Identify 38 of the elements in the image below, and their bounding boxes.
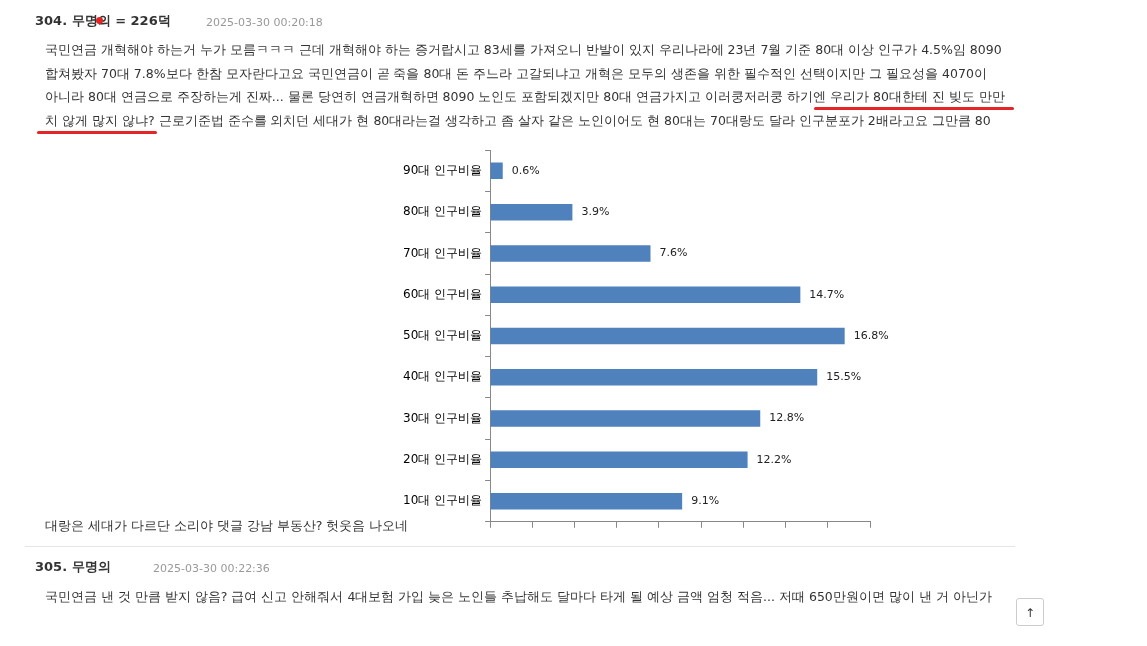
y-tick-label: 60대 인구비율	[402, 286, 483, 301]
bar	[490, 451, 748, 469]
bar	[490, 492, 683, 510]
y-tick-label: 40대 인구비율	[402, 369, 483, 384]
text: ↑	[1016, 598, 1044, 626]
y-tick-label: 70대 인구비율	[402, 245, 483, 260]
text: 2025-03-30 00:20:18	[206, 15, 323, 31]
data-label: 12.8%	[769, 411, 805, 425]
data-label: 14.7%	[809, 287, 845, 301]
text: 합쳐봤자 70대 7.8%보다 한참 모자란다고요 국민연금이 곧 죽을 80대 돈 주느라 고갈되냐고 개혁은 모두의 생존을 위한 필수적인 선택이지만 그 필요성을 4070이	[45, 65, 987, 83]
bar	[490, 203, 573, 221]
y-tick-label: 90대 인구비율	[402, 162, 483, 177]
data-label: 0.6%	[511, 163, 540, 177]
y-tick-label: 50대 인구비율	[402, 328, 483, 343]
text: 대랑은 세대가 다르단 소리야 댓글 강남 부동산? 헛웃음 나오네	[45, 517, 409, 535]
bar	[490, 327, 845, 345]
bar	[490, 369, 818, 386]
text: 2025-03-30 00:22:36	[153, 561, 270, 577]
text: 304. 무명의 = 226덕	[35, 12, 171, 30]
y-tick-label: 10대 인구비율	[402, 493, 483, 508]
data-label: 15.5%	[826, 370, 862, 384]
y-tick-label: 20대 인구비율	[402, 451, 483, 466]
bar	[490, 410, 761, 427]
text: 치 않게 많지 않냐? 근로기준법 준수를 외치던 세대가 현 80대라는걸 생각하고 좀 살자 같은 노인이어도 현 80대는 70대랑도 달라 인구분포가 2배라고요 그만큼 80	[45, 112, 991, 130]
bar	[490, 245, 651, 262]
bar	[490, 162, 503, 180]
text: 국민연금 개혁해야 하는거 누가 모름ㅋㅋㅋ 근데 개혁해야 하는 증거랍시고 83세를 가져오니 반발이 있지 우리나라에 23년 7월 기준 80대 이상 인구가 4.5%임 8090	[45, 41, 1002, 59]
data-label: 12.2%	[756, 452, 792, 466]
text: 305. 무명의	[35, 558, 111, 576]
data-label: 3.9%	[581, 204, 610, 218]
data-label: 9.1%	[691, 494, 720, 508]
text: 아니라 80대 연금으로 주장하는게 진짜... 물론 당연히 연금개혁하면 8090 노인도 포함되겠지만 80대 연금가지고 이러쿵저러쿵 하기엔 우리가 80대한테 진 빚도 만만	[45, 88, 1005, 106]
y-tick-label: 80대 인구비율	[402, 204, 483, 219]
bar	[490, 286, 801, 303]
y-tick-label: 30대 인구비율	[402, 410, 483, 425]
data-label: 16.8%	[853, 328, 889, 342]
data-label: 7.6%	[659, 246, 688, 260]
text: 국민연금 낸 것 만큼 받지 않음? 급여 신고 안해줘서 4대보험 가입 늦은 노인들 추납해도 달마다 타게 될 예상 금액 엄청 적음... 저때 650만원이면 많이 낸 거 아닌가	[45, 588, 992, 606]
